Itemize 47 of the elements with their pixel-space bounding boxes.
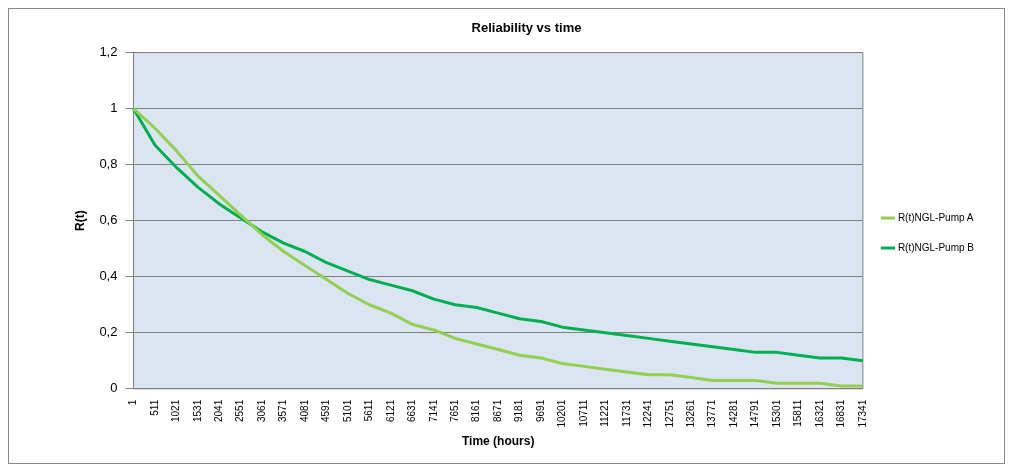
x-tick-label: 13771 [706,399,718,428]
x-tick-label: 1 [127,399,139,406]
x-tick-label: 8671 [491,399,503,423]
x-tick-label: 9691 [534,399,546,423]
y-tick-label: 0,6 [99,212,118,228]
x-tick-label: 2551 [234,399,246,423]
x-tick-label: 14791 [749,399,761,428]
x-tick-label: 6121 [384,399,396,423]
x-tick-label: 16321 [813,399,825,428]
y-tick-label: 0,8 [99,156,118,172]
x-tick-label: 15301 [770,399,782,428]
x-tick-label: 511 [148,399,160,416]
x-axis-title: Time (hours) [461,434,535,449]
x-tick-label: 14281 [727,399,739,428]
x-tick-label: 3061 [255,399,267,423]
x-tick-label: 3571 [277,399,289,423]
y-axis-title: R(t) [72,210,87,232]
x-tick-label: 8161 [470,399,482,423]
x-tick-label: 6631 [406,399,418,423]
x-tick-label: 5101 [341,399,353,423]
x-tick-label: 12751 [663,399,675,428]
x-tick-label: 12241 [642,399,654,428]
x-tick-label: 2041 [213,399,225,423]
x-tick-label: 9181 [513,399,525,423]
x-tick-label: 4081 [298,399,310,423]
y-tick-label: 1 [110,100,118,116]
x-tick-label: 16831 [835,399,847,428]
x-tick-label: 7651 [449,399,461,423]
y-tick-label: 0 [110,380,118,396]
x-tick-label: 11731 [620,399,632,427]
x-tick-label: 1531 [191,399,203,423]
x-tick-label: 11221 [599,399,611,427]
y-tick-label: 1,2 [99,44,118,60]
legend-label: R(t)NGL-Pump B [897,241,975,253]
x-tick-label: 5611 [363,399,375,422]
x-tick-label: 10201 [556,399,568,428]
legend-label: R(t)NGL-Pump A [897,211,974,223]
x-tick-label: 7141 [427,399,439,423]
x-tick-label: 4591 [320,399,332,423]
x-tick-label: 1021 [170,399,182,423]
x-tick-label: 10711 [577,399,589,427]
x-tick-label: 15811 [792,399,804,427]
chart-title: Reliability vs time [471,20,582,36]
x-tick-label: 13261 [685,399,696,428]
y-tick-label: 0,2 [99,324,118,340]
y-tick-label: 0,4 [99,268,118,284]
x-tick-label: 17341 [856,399,868,428]
